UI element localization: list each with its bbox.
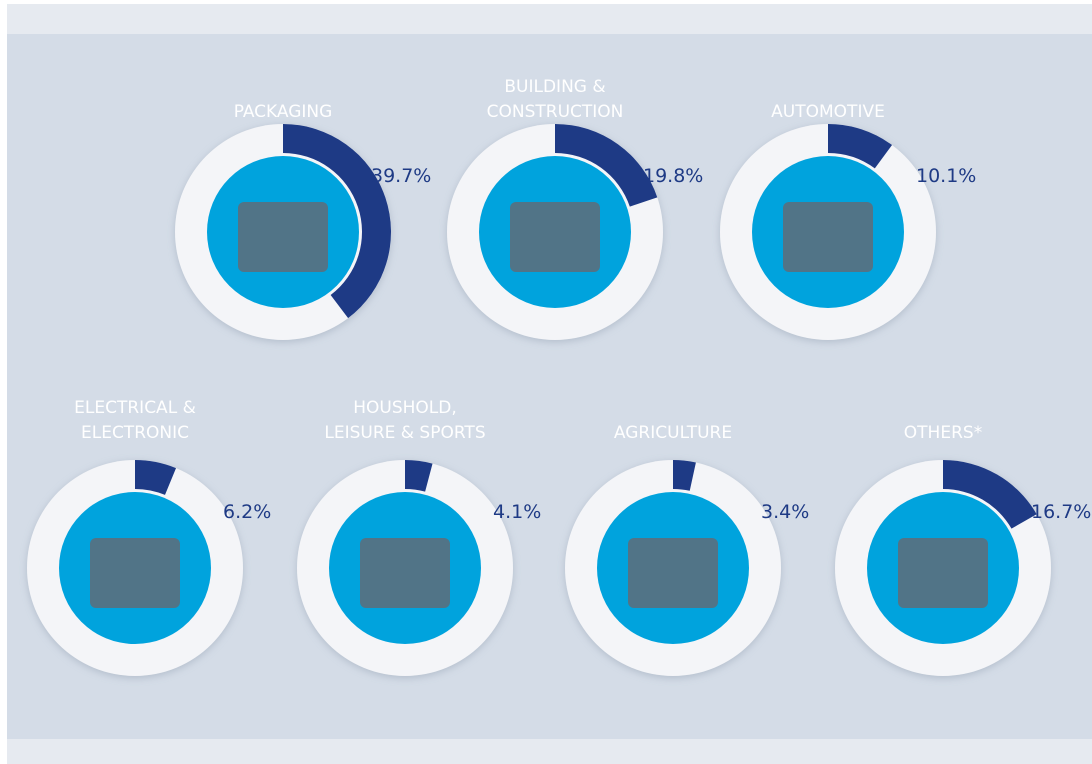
chart-title: LEISURE & SPORTS [324, 423, 485, 443]
icon [510, 202, 600, 272]
value-label: 39.7% [371, 165, 431, 187]
icon [90, 538, 180, 608]
top-band [7, 4, 1092, 34]
value-label: 6.2% [223, 501, 271, 523]
infographic: 39.7% PACKAGING 19.8% BUILDING & CONSTRUCTIO… [0, 0, 1092, 764]
value-label: 16.7% [1031, 501, 1091, 523]
value-label: 3.4% [761, 501, 809, 523]
chart-title: ELECTRICAL & [74, 398, 196, 418]
chart-title: AUTOMOTIVE [771, 102, 885, 122]
chart-title: CONSTRUCTION [487, 102, 624, 122]
chart-title: HOUSHOLD, [353, 398, 457, 418]
value-label: 19.8% [643, 165, 703, 187]
icon [898, 538, 988, 608]
icon [238, 202, 328, 272]
chart-title: ELECTRONIC [81, 423, 189, 443]
icon [783, 202, 873, 272]
icon [628, 538, 718, 608]
icon [360, 538, 450, 608]
chart-title: AGRICULTURE [614, 423, 732, 443]
bottom-band [7, 739, 1092, 764]
chart-title: PACKAGING [234, 102, 333, 122]
chart-title: OTHERS* [904, 423, 982, 443]
value-label: 4.1% [493, 501, 541, 523]
value-label: 10.1% [916, 165, 976, 187]
chart-title: BUILDING & [504, 77, 605, 97]
